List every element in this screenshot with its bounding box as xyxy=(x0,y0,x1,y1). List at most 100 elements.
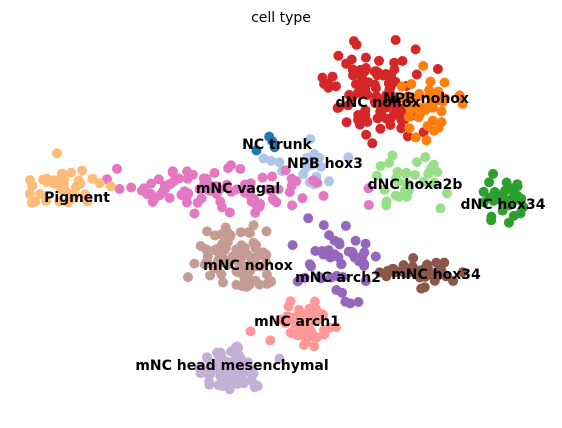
point-mnc-head-mesenchymal xyxy=(204,379,215,390)
point-npb-nohox xyxy=(396,81,407,92)
point-mnc-nohox xyxy=(218,277,228,288)
point-npb-nohox xyxy=(454,90,465,101)
point-dnc-nohox xyxy=(361,129,372,140)
point-mnc-nohox xyxy=(202,258,213,269)
point-npb-hox3 xyxy=(302,160,313,171)
point-dnc-hox34 xyxy=(488,195,499,206)
point-mnc-vagal xyxy=(235,164,246,174)
point-mnc-arch2 xyxy=(317,246,328,256)
point-dnc-nohox xyxy=(357,82,368,92)
label-mnc-arch1: mNC arch1 xyxy=(254,314,340,330)
point-mnc-nohox xyxy=(195,241,206,251)
point-dnc-nohox xyxy=(432,64,443,74)
point-mnc-vagal xyxy=(363,200,374,210)
point-mnc-arch1 xyxy=(285,296,296,307)
point-dnc-nohox xyxy=(348,36,359,47)
point-mnc-vagal xyxy=(231,184,242,195)
point-npb-hox3 xyxy=(324,176,334,187)
point-dnc-nohox xyxy=(333,50,344,61)
point-dnc-hox34 xyxy=(486,215,497,226)
point-pigment xyxy=(77,165,88,176)
point-npb-nohox xyxy=(425,76,436,87)
point-mnc-arch2 xyxy=(334,237,345,248)
point-mnc-head-mesenchymal xyxy=(220,369,231,380)
point-dnc-hoxa2b xyxy=(435,203,446,214)
point-mnc-hox34 xyxy=(387,264,398,275)
point-dnc-nohox xyxy=(317,72,328,83)
point-nc-trunk xyxy=(251,145,262,156)
point-npb-nohox xyxy=(422,121,433,131)
scatter-points xyxy=(25,35,529,395)
point-mnc-arch2 xyxy=(340,220,351,231)
point-dnc-hoxa2b xyxy=(384,157,395,168)
point-mnc-head-mesenchymal xyxy=(234,350,245,361)
point-npb-nohox xyxy=(420,104,431,115)
point-npb-hox3 xyxy=(343,152,354,163)
point-mnc-nohox xyxy=(233,267,244,278)
point-mnc-arch2 xyxy=(303,213,314,224)
point-npb-nohox xyxy=(406,79,417,89)
label-nc-trunk: NC trunk xyxy=(242,137,312,153)
point-dnc-hox34 xyxy=(488,168,499,179)
point-mnc-head-mesenchymal xyxy=(207,366,218,376)
point-mnc-nohox xyxy=(217,247,228,258)
point-mnc-arch1 xyxy=(265,335,276,346)
point-dnc-hox34 xyxy=(514,195,525,205)
label-dnc-hox34: dNC hox34 xyxy=(461,197,546,213)
point-mnc-nohox xyxy=(216,229,227,240)
point-npb-nohox xyxy=(439,77,450,88)
point-pigment xyxy=(41,196,52,206)
point-mnc-head-mesenchymal xyxy=(214,351,224,362)
point-npb-nohox xyxy=(433,122,444,133)
point-mnc-vagal xyxy=(280,165,291,176)
series-npb-nohox xyxy=(396,60,468,146)
point-dnc-nohox xyxy=(402,131,413,142)
label-mnc-vagal: mNC vagal xyxy=(196,181,280,197)
point-dnc-hox34 xyxy=(508,210,519,221)
point-dnc-nohox xyxy=(346,54,357,65)
point-mnc-head-mesenchymal xyxy=(232,379,243,389)
point-dnc-nohox xyxy=(341,117,352,128)
point-mnc-arch1 xyxy=(299,320,310,331)
point-mnc-nohox xyxy=(248,220,259,231)
point-mnc-nohox xyxy=(247,260,258,271)
point-dnc-hox34 xyxy=(500,198,511,209)
point-mnc-vagal xyxy=(136,185,147,196)
point-dnc-nohox xyxy=(385,81,396,92)
label-npb-hox3: NPB hox3 xyxy=(287,156,363,172)
point-pigment xyxy=(68,192,79,203)
point-mnc-arch2 xyxy=(331,270,342,281)
point-pigment xyxy=(25,188,35,199)
point-dnc-nohox xyxy=(348,70,358,81)
point-npb-hox3 xyxy=(315,161,326,172)
point-mnc-hox34 xyxy=(374,267,385,278)
point-dnc-hoxa2b xyxy=(381,196,392,207)
point-npb-hox3 xyxy=(258,153,269,164)
point-dnc-nohox xyxy=(397,56,408,66)
point-dnc-nohox xyxy=(334,102,344,113)
point-mnc-vagal xyxy=(312,178,323,188)
point-dnc-nohox xyxy=(410,44,421,55)
point-mnc-vagal xyxy=(145,188,156,199)
point-dnc-hoxa2b xyxy=(379,185,390,195)
point-npb-nohox xyxy=(413,91,424,102)
point-mnc-arch1 xyxy=(309,341,320,352)
point-dnc-hoxa2b xyxy=(429,177,440,188)
point-pigment xyxy=(52,148,62,159)
point-mnc-arch2 xyxy=(306,261,316,272)
point-npb-nohox xyxy=(398,93,409,104)
point-mnc-vagal xyxy=(217,202,227,213)
point-mnc-arch2 xyxy=(359,258,369,269)
point-mnc-nohox xyxy=(257,247,268,258)
point-mnc-nohox xyxy=(217,256,228,266)
point-mnc-vagal xyxy=(153,174,164,185)
point-mnc-vagal xyxy=(297,193,308,204)
point-mnc-hox34 xyxy=(408,253,419,263)
label-npb-nohox: NPB nohox xyxy=(383,91,469,107)
point-npb-nohox xyxy=(404,123,415,134)
series-mnc-head-mesenchymal xyxy=(194,341,285,395)
point-mnc-hox34 xyxy=(431,257,442,268)
point-npb-nohox xyxy=(421,135,432,146)
point-mnc-vagal xyxy=(192,197,203,208)
